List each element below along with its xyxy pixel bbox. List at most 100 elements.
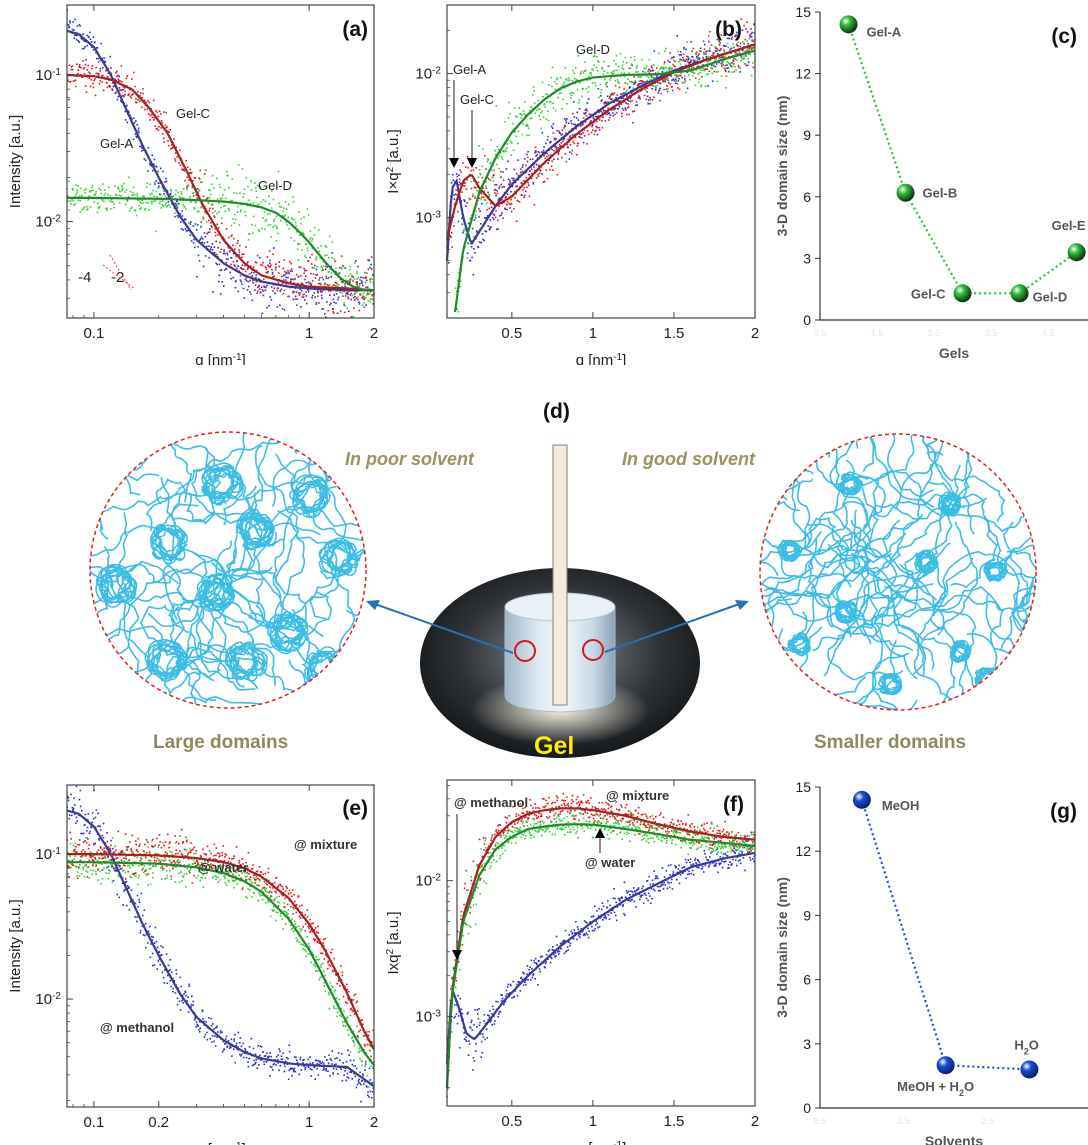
- fit-line--methanol: [66, 809, 375, 1088]
- y-tick-label-b-0: 10-2: [415, 65, 441, 83]
- left-solvent-label: In poor solvent: [345, 449, 475, 469]
- y-tick-label-a-1: 10-2: [35, 213, 61, 231]
- domain-knot-1: [289, 474, 331, 519]
- domain-knot-5: [95, 563, 138, 608]
- x-tick-label-b-1: 1: [589, 325, 597, 342]
- domain-knot-2: [777, 539, 803, 563]
- point-label-g-1: MeOH + H2O: [897, 1079, 974, 1098]
- fit-line-gel-c: [445, 43, 756, 240]
- annotation-gel-c: Gel-C: [460, 92, 494, 107]
- chart-f: 0.5 1 1.5 2 10-2 10-3 q [nm-1] Ixq2 [a.u.] (f) @ …: [385, 779, 759, 1145]
- arrowhead-gel-a: [449, 158, 459, 168]
- x-tick-label-f-1: 1: [589, 1113, 597, 1130]
- gel-label: Gel: [534, 732, 574, 760]
- x-tick-label-b-3: 2: [751, 325, 759, 342]
- point-c-gel-e: [1067, 243, 1086, 262]
- connector-c: [847, 23, 1078, 295]
- panel-label-d: (d): [543, 400, 570, 423]
- point-g-meoh: [852, 790, 871, 809]
- y-tick-label-g-4: 12: [795, 843, 811, 859]
- y-tick-label-g-1: 3: [803, 1036, 811, 1052]
- chart-b: 0.5 1 1.5 2 10-2 10-3 q [nm-1] I×q2 [a.u.] (b) Ge…: [385, 4, 759, 366]
- domain-knot-6: [196, 572, 236, 613]
- data-dots-f: [446, 792, 756, 1098]
- slope-line-minus-2: [102, 264, 136, 290]
- arrow-right: [604, 602, 743, 653]
- panel-label-g: (g): [1050, 800, 1077, 823]
- annotation-gel-a: Gel-A: [100, 136, 134, 151]
- fit-line--water: [67, 861, 375, 1066]
- domain-knot-8: [144, 638, 188, 683]
- y-tick-label-c-1: 3: [803, 250, 811, 266]
- point-c-gel-d: [1010, 284, 1029, 303]
- fit-line--methanol: [445, 851, 756, 1064]
- y-tick-label-c-2: 6: [803, 189, 811, 205]
- y-axis-label-g: 3-D domain size (nm): [774, 877, 790, 1018]
- y-tick-label-g-0: 0: [803, 1100, 811, 1116]
- plot-frame-e: [66, 784, 375, 1108]
- x-axis-label-g: Solvents: [925, 1133, 984, 1145]
- slope-label-minus-4: -4: [78, 269, 91, 286]
- network-small-domains: [760, 434, 1036, 710]
- point-label-c-0: Gel-A: [867, 24, 902, 39]
- panel-label-c: (c): [1051, 25, 1077, 48]
- annotation-methanol: @ methanol: [454, 795, 528, 810]
- gel-photo: [420, 444, 700, 758]
- y-tick-label-g-3: 9: [803, 907, 811, 923]
- fit-line--mixture: [445, 807, 756, 1088]
- chart-g: 0 3 6 9 12 15 0.5 1.5 2.5 MeOH MeOH + H2O H2O Solven…: [774, 779, 1088, 1145]
- data-dots-e: [66, 785, 375, 1103]
- y-axis-label-e: Intensity [a.u.]: [7, 899, 24, 992]
- x-tick-label-a-1: 1: [305, 325, 313, 342]
- x-axis-label-b: q [nm-1]: [576, 352, 627, 366]
- left-caption: Large domains: [153, 732, 288, 753]
- annotation-mixture: @ mixture: [606, 788, 669, 803]
- panel-label-b: (b): [715, 18, 742, 41]
- x-tick-label-b-0: 0.5: [501, 325, 522, 342]
- domain-knot-2: [150, 521, 188, 565]
- domain-knot-4: [318, 537, 359, 578]
- annotation-mixture: @ mixture: [294, 837, 357, 852]
- x-tick-label-a-0: 0.1: [83, 325, 104, 342]
- point-c-gel-a: [839, 15, 858, 34]
- x-axis-label-e: q [nm-1]: [195, 1141, 246, 1145]
- point-g-meoh-h2o: [936, 1056, 955, 1075]
- x-tick-label-a-2: 2: [370, 325, 378, 342]
- x-tick-label-g-1: 1.5: [897, 1116, 910, 1126]
- domain-knot-1: [937, 491, 962, 517]
- plot-frame-f: [446, 779, 756, 1107]
- fit-line-gel-d: [454, 49, 756, 313]
- x-tick-label-c-0: 0.5: [814, 328, 827, 338]
- arrowhead-left: [366, 600, 380, 610]
- slope-label-minus-2: -2: [111, 269, 124, 286]
- series-dots--methanol: [446, 840, 756, 1071]
- chart-a: 0.1 1 2 10-1 10-2 q [nm-1] Intensity [a.u.] (a)…: [7, 4, 378, 366]
- y-axis-label-b: I×q2 [a.u.]: [385, 129, 403, 193]
- x-axis-label-a: q [nm-1]: [195, 352, 246, 366]
- annotation-gel-a: Gel-A: [453, 62, 487, 77]
- point-label-c-3: Gel-D: [1033, 289, 1068, 304]
- x-tick-label-c-1: 1.5: [871, 328, 884, 338]
- plot-frame-a: [66, 4, 375, 319]
- point-label-c-2: Gel-C: [911, 286, 946, 301]
- illustration-d: (d) In poor solvent In good solvent Larg…: [89, 400, 1037, 760]
- domain-knot-5: [834, 600, 858, 624]
- chart-e: 0.1 0.2 1 2 10-1 10-2 q [nm-1] Intensity [a.u.]…: [7, 784, 378, 1145]
- x-axis-label-c: Gels: [939, 345, 970, 361]
- domain-knot-9: [224, 641, 268, 682]
- point-label-g-0: MeOH: [882, 798, 920, 813]
- x-tick-label-f-3: 2: [751, 1113, 759, 1130]
- point-c-gel-b: [896, 183, 915, 202]
- panel-label-a: (a): [342, 18, 368, 41]
- domain-knot-8: [878, 672, 903, 696]
- x-tick-label-e-3: 2: [370, 1114, 378, 1131]
- annotation-gel-c: Gel-C: [176, 106, 210, 121]
- x-tick-label-f-2: 1.5: [664, 1113, 685, 1130]
- x-tick-label-g-2: 2.5: [981, 1116, 994, 1126]
- series-dots--water: [446, 806, 756, 1077]
- y-axis-label-a: Intensity [a.u.]: [7, 115, 24, 208]
- annotation-water: @ water: [585, 855, 635, 870]
- y-tick-label-f-1: 10-3: [415, 1008, 441, 1025]
- network-large-domains: [90, 432, 366, 708]
